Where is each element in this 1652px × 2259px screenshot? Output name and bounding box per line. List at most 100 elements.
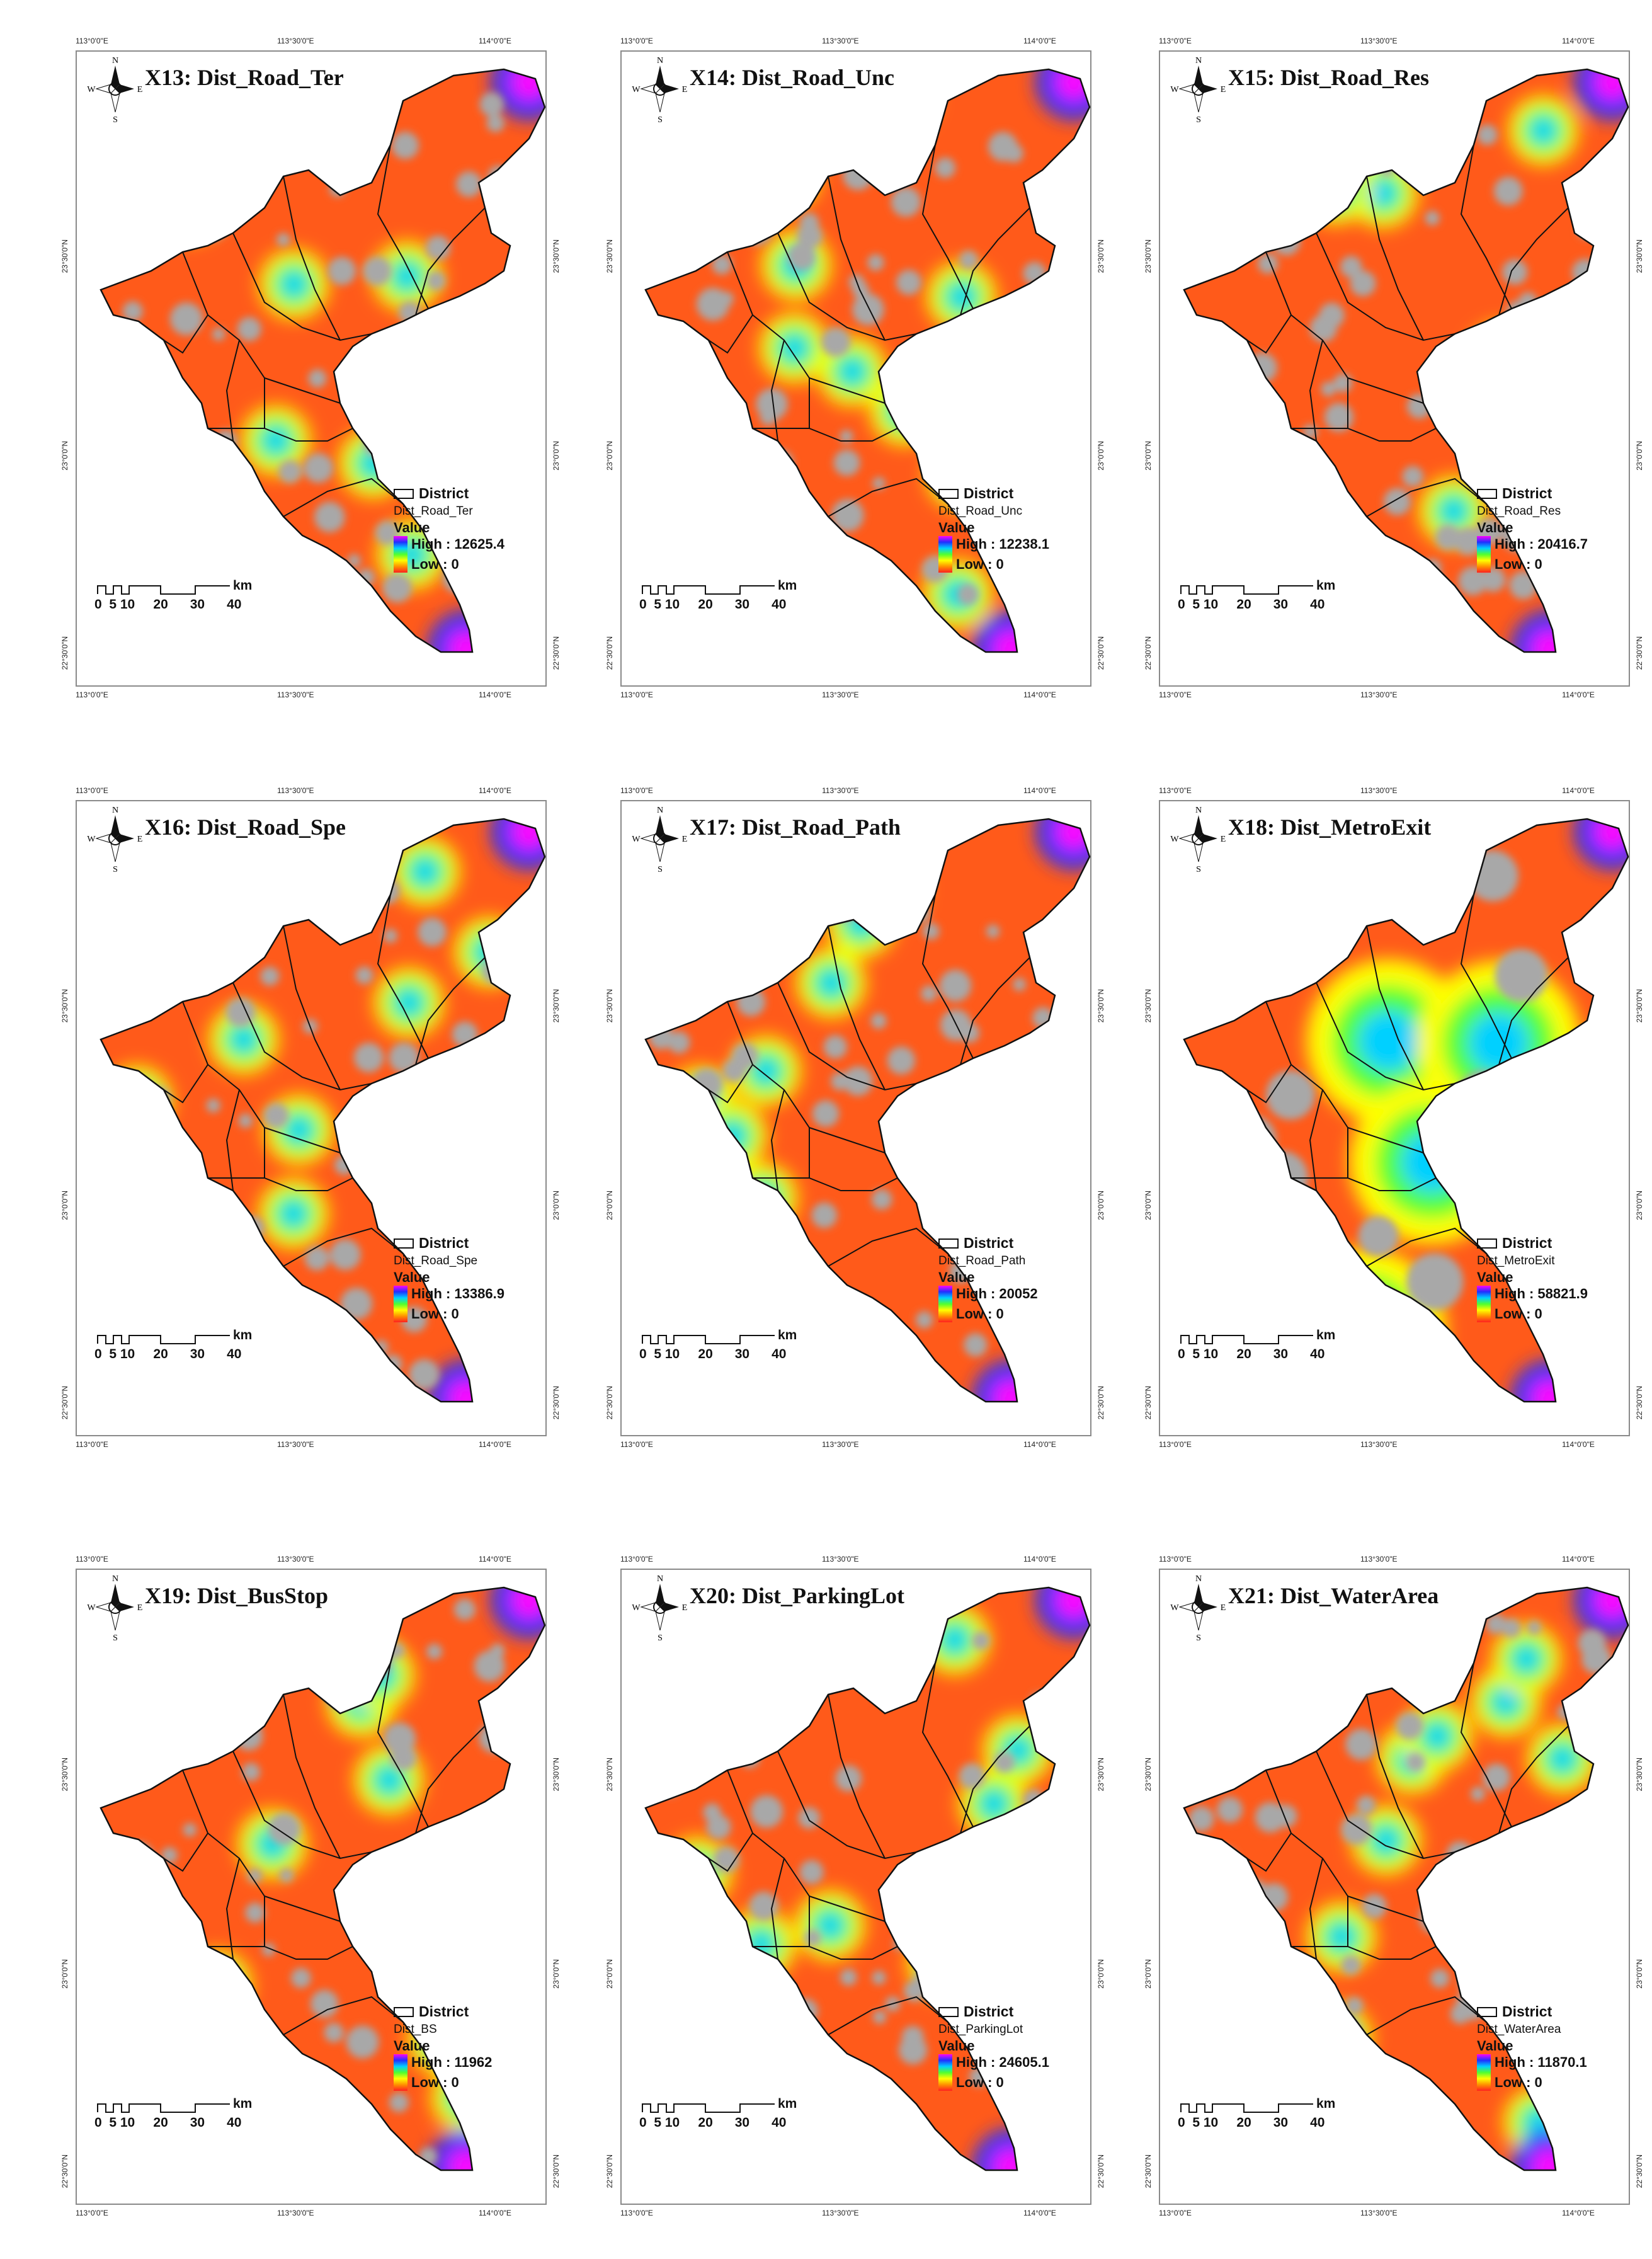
district-boundary (232, 232, 372, 341)
near-feature-zone (898, 2035, 928, 2065)
district-boundary (770, 1089, 785, 1191)
near-feature-zone (1353, 2079, 1369, 2094)
near-feature-zone (346, 91, 373, 117)
near-feature-zone (498, 1374, 516, 1392)
near-feature-zone (749, 1891, 778, 1921)
compass-w: W (632, 835, 641, 844)
district-boundary (1347, 377, 1424, 404)
lat-label-right-mid: 23°0'0"N (1635, 1191, 1644, 1220)
max-distance-zone (448, 631, 484, 652)
scale-ticks: 0 5 10 20 30 40 (639, 2115, 787, 2130)
legend-district-label: District (964, 485, 1014, 501)
near-feature-zone (1456, 351, 1481, 376)
near-feature-zone (1528, 1933, 1552, 1957)
north-arrow-icon: N S W E (87, 1574, 142, 1642)
near-feature-zone (145, 1732, 164, 1751)
distance-zone (113, 1077, 161, 1125)
near-feature-zone (1383, 488, 1411, 515)
near-feature-zone (799, 1860, 824, 1885)
lat-label-right-top: 23°30'0"N (1635, 1758, 1644, 1792)
near-feature-zone (114, 1258, 147, 1291)
north-arrow-icon: N S W E (1170, 56, 1226, 123)
legend-value-label: Value (938, 520, 975, 535)
raster-map (1183, 818, 1629, 1403)
near-feature-zone (324, 2023, 344, 2043)
near-feature-zone (138, 135, 155, 152)
district-boundary (753, 428, 898, 442)
scale-ticks: 0 5 10 20 30 40 (94, 1347, 242, 1361)
near-feature-zone (1294, 181, 1318, 205)
near-feature-zone (971, 1879, 992, 1900)
near-feature-zone (405, 1978, 427, 1999)
near-feature-zone (1049, 1195, 1066, 1211)
near-feature-zone (151, 1178, 177, 1204)
near-feature-zone (988, 132, 1018, 161)
lat-label-right-bot: 22°30'0"N (1097, 636, 1105, 670)
near-feature-zone (888, 2123, 902, 2137)
distance-zone (678, 466, 705, 493)
distance-zone (656, 445, 726, 515)
near-feature-zone (166, 878, 191, 903)
distance-zone (1226, 1696, 1274, 1744)
near-feature-zone (383, 929, 397, 943)
legend-value-label: Value (938, 1269, 975, 1285)
near-feature-zone (170, 302, 203, 336)
distance-zone (826, 888, 896, 958)
district-boundary (753, 1946, 898, 1960)
near-feature-zone (399, 453, 428, 481)
near-feature-zone (214, 1643, 227, 1656)
near-feature-zone (785, 144, 809, 168)
compass-n: N (112, 56, 118, 66)
near-feature-zone (1458, 566, 1488, 596)
district-boundary (415, 207, 486, 316)
distance-zone (697, 1101, 767, 1171)
near-feature-zone (328, 256, 356, 285)
near-feature-zone (872, 1970, 886, 1985)
near-feature-zone (887, 1046, 916, 1075)
lon-label-bottom-left: 113°0'0"E (1159, 1440, 1192, 1449)
near-feature-zone (1341, 1814, 1372, 1845)
near-feature-zone (1350, 270, 1376, 297)
distance-zone (962, 1176, 989, 1203)
scale-unit: km (1316, 1328, 1336, 1342)
legend-district-label: District (419, 485, 469, 501)
near-feature-zone (166, 135, 191, 161)
lat-label-left-bot: 22°30'0"N (1144, 1386, 1153, 1420)
legend-district: District (394, 1235, 504, 1252)
scale-ticks: 0 5 10 20 30 40 (1178, 2115, 1325, 2130)
near-feature-zone (760, 147, 792, 179)
legend-district: District (1477, 485, 1588, 502)
scale-bar (1180, 2103, 1313, 2113)
max-distance-zone (1532, 631, 1567, 652)
scale-ticks: 0 5 10 20 30 40 (639, 1347, 787, 1361)
scale-bar (642, 1335, 775, 1344)
distance-zone (442, 1890, 469, 1916)
distance-zone (1324, 2025, 1350, 2052)
lon-label-top-right: 114°0'0"E (1562, 37, 1595, 45)
near-feature-zone (110, 951, 135, 976)
map-legend: District Dist_BS Value High : 11962 Low : 0 (394, 2003, 492, 2091)
near-feature-zone (304, 453, 334, 483)
near-feature-zone (736, 631, 751, 646)
near-feature-zone (668, 1031, 690, 1054)
district-boundary (809, 1896, 886, 1922)
near-feature-zone (1197, 1647, 1230, 1679)
near-feature-zone (1005, 1828, 1031, 1855)
near-feature-zone (164, 921, 183, 940)
distance-zone (203, 1972, 230, 1999)
district-boundary (770, 340, 785, 442)
district-boundary (1309, 340, 1323, 442)
distance-zone (101, 1226, 168, 1296)
district-boundary (1246, 314, 1292, 354)
lat-label-right-bot: 22°30'0"N (1635, 2154, 1644, 2188)
near-feature-zone (913, 1967, 944, 1998)
near-feature-zone (870, 1013, 887, 1029)
lat-label-left-top: 23°30'0"N (1144, 1758, 1153, 1792)
compass-e: E (682, 85, 688, 94)
district-swatch (394, 1238, 414, 1249)
distance-zone (376, 1766, 402, 1793)
near-feature-zone (677, 408, 700, 432)
district-boundary (208, 1946, 353, 1960)
map-title: X13: Dist_Road_Ter (145, 65, 344, 90)
near-feature-zone (872, 2010, 887, 2024)
